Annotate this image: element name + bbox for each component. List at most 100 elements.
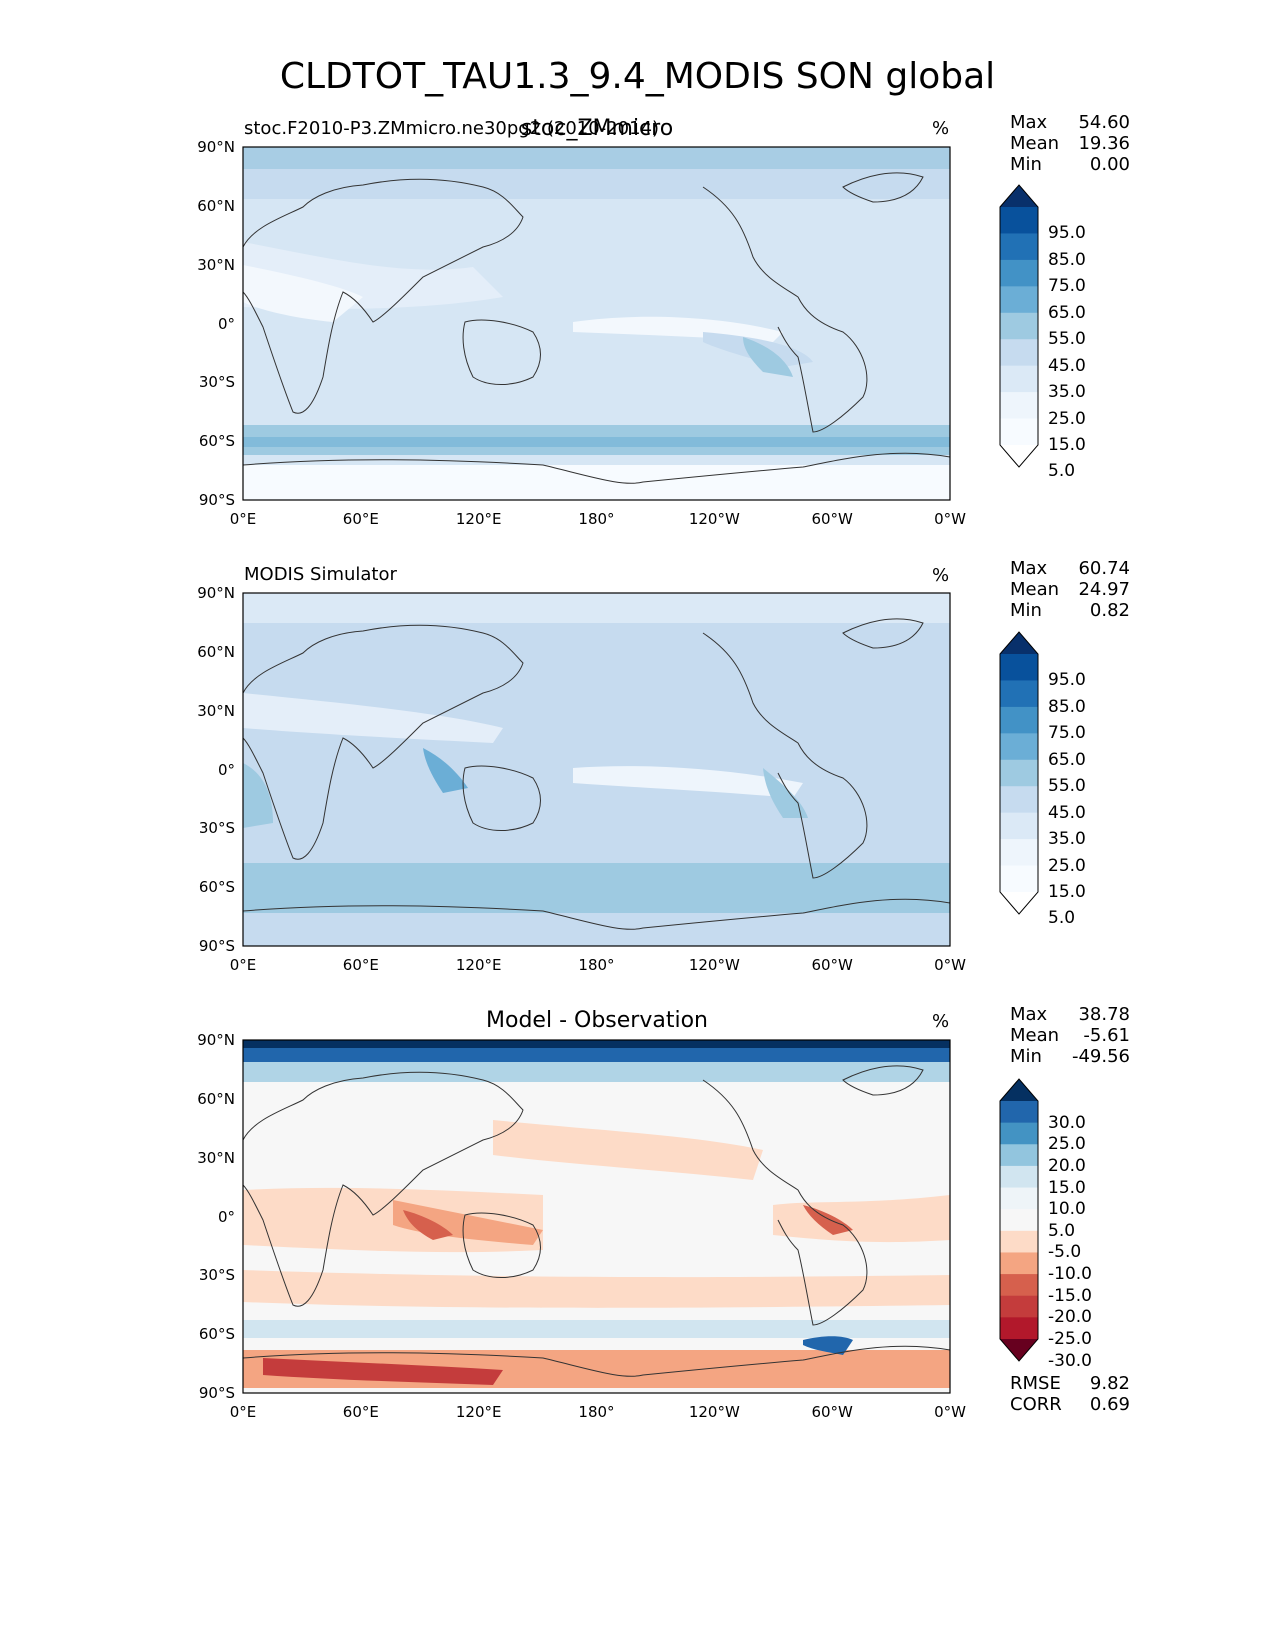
y-tick-label: 90°S	[198, 1384, 235, 1402]
y-tick-label: 60°N	[197, 196, 235, 215]
y-tick-label: 90°S	[198, 491, 235, 509]
panel-3-units: %	[932, 1011, 950, 1032]
footer-stat-label-rmse: RMSE	[1010, 1373, 1061, 1394]
stat-label-max: Max	[1010, 112, 1048, 133]
x-tick-label: 180°	[578, 956, 615, 974]
colorbar-segment	[1000, 839, 1038, 867]
y-tick-label: 30°N	[197, 255, 235, 274]
x-tick-label: 60°W	[811, 510, 853, 528]
colorbar-segment	[1000, 733, 1038, 761]
colorbar-segment	[1000, 312, 1038, 340]
y-tick-label: 90°N	[197, 138, 235, 156]
colorbar-tick-label: 5.0	[1048, 1220, 1076, 1241]
colorbar-extend-bottom	[1000, 892, 1038, 914]
colorbar-segment	[1000, 1295, 1038, 1318]
stat-label-min: Min	[1010, 154, 1042, 175]
panel-2-colorbar	[999, 631, 1039, 915]
colorbar-segment	[1000, 418, 1038, 446]
colorbar-tick-label: 10.0	[1048, 1199, 1086, 1220]
colorbar-segment	[1000, 1317, 1038, 1340]
x-tick-label: 180°	[578, 510, 615, 528]
colorbar-tick-label: 15.0	[1048, 1177, 1086, 1198]
y-tick-label: 30°S	[198, 373, 235, 392]
colorbar-tick-label: 85.0	[1048, 249, 1086, 270]
x-tick-label: 120°E	[455, 1403, 502, 1421]
x-tick-label: 120°W	[688, 1403, 740, 1421]
colorbar-segment	[1000, 1209, 1038, 1232]
colorbar-segment	[1000, 865, 1038, 893]
x-tick-label: 0°E	[229, 956, 257, 974]
colorbar-segment	[1000, 339, 1038, 367]
footer-stat-label-corr: CORR	[1010, 1394, 1062, 1415]
panel-1-colorbar	[999, 184, 1039, 468]
colorbar-segment	[1000, 812, 1038, 840]
colorbar-tick-label: 15.0	[1048, 435, 1086, 455]
panel-3-colorbar	[999, 1078, 1039, 1362]
colorbar-tick-label: 95.0	[1048, 670, 1086, 691]
colorbar-tick-label: 55.0	[1048, 776, 1086, 797]
stat-value-mean: 24.97	[1078, 579, 1130, 600]
colorbar-tick-label: -10.0	[1048, 1264, 1092, 1285]
y-tick-label: 60°N	[197, 642, 235, 661]
stat-value-max: 38.78	[1078, 1004, 1130, 1025]
colorbar-tick-label: -25.0	[1048, 1329, 1092, 1349]
colorbar-segment	[1000, 1274, 1038, 1297]
colorbar-tick-label: 65.0	[1048, 302, 1086, 323]
x-tick-label: 120°E	[455, 956, 502, 974]
y-tick-label: 30°S	[198, 1266, 235, 1285]
y-tick-label: 60°N	[197, 1089, 235, 1108]
colorbar-segment	[1000, 759, 1038, 787]
colorbar-tick-label: 25.0	[1048, 1134, 1086, 1155]
colorbar-outline	[999, 631, 1039, 915]
stat-value-max: 60.74	[1078, 558, 1130, 579]
y-tick-label: 0°	[217, 760, 235, 779]
stat-label-min: Min	[1010, 600, 1042, 621]
colorbar-tick-label: 55.0	[1048, 329, 1086, 350]
x-tick-label: 120°W	[688, 956, 740, 974]
colorbar-tick-label: 75.0	[1048, 276, 1086, 297]
stat-label-mean: Mean	[1010, 133, 1060, 154]
colorbar-tick-label: 25.0	[1048, 855, 1086, 876]
colorbar-segment	[1000, 286, 1038, 314]
colorbar-segment	[1000, 207, 1038, 234]
stat-label-max: Max	[1010, 1004, 1048, 1025]
colorbar-segment	[1000, 392, 1038, 420]
x-tick-label: 0°W	[934, 1403, 966, 1421]
colorbar-tick-label: 65.0	[1048, 749, 1086, 770]
panel-1-map	[242, 146, 951, 501]
colorbar-tick-label: 25.0	[1048, 408, 1086, 429]
colorbar-segment	[1000, 654, 1038, 681]
x-tick-label: 60°E	[342, 510, 379, 528]
panel-2-units: %	[932, 565, 950, 586]
panel-1-center-label: stoc_ZMmicro	[520, 116, 674, 141]
panel-1-left-label: stoc.F2010-P3.ZMmicro.ne30pg2 (2010-2014…	[244, 118, 660, 139]
stat-value-min: 0.00	[1089, 154, 1130, 175]
colorbar-segment	[1000, 1165, 1038, 1189]
y-tick-label: 60°S	[198, 878, 235, 897]
colorbar-tick-label: 35.0	[1048, 382, 1086, 403]
footer-stat-value-corr: 0.69	[1089, 1394, 1130, 1415]
stat-value-min: -49.56	[1071, 1046, 1130, 1067]
colorbar-segment	[1000, 706, 1038, 734]
y-tick-label: 90°S	[198, 937, 235, 955]
colorbar-tick-label: 35.0	[1048, 829, 1086, 850]
y-tick-label: 90°N	[197, 584, 235, 602]
panel-3-map	[242, 1039, 951, 1394]
y-tick-label: 30°S	[198, 819, 235, 838]
stat-value-min: 0.82	[1089, 600, 1130, 621]
stat-label-mean: Mean	[1010, 1025, 1060, 1046]
x-tick-label: 120°E	[455, 510, 502, 528]
y-tick-label: 90°N	[197, 1031, 235, 1049]
colorbar-segment	[1000, 1252, 1038, 1275]
x-tick-label: 120°W	[688, 510, 740, 528]
colorbar-outline	[999, 1078, 1039, 1362]
colorbar-tick-label: 5.0	[1048, 461, 1076, 482]
colorbar-extend-top	[1000, 185, 1038, 207]
x-tick-label: 60°E	[342, 1403, 379, 1421]
panel-2-left-label: MODIS Simulator	[244, 564, 397, 585]
panel-2-map	[242, 592, 951, 947]
x-tick-label: 60°E	[342, 956, 379, 974]
y-tick-label: 0°	[217, 314, 235, 333]
y-tick-label: 60°S	[198, 432, 235, 451]
colorbar-segment	[1000, 786, 1038, 814]
